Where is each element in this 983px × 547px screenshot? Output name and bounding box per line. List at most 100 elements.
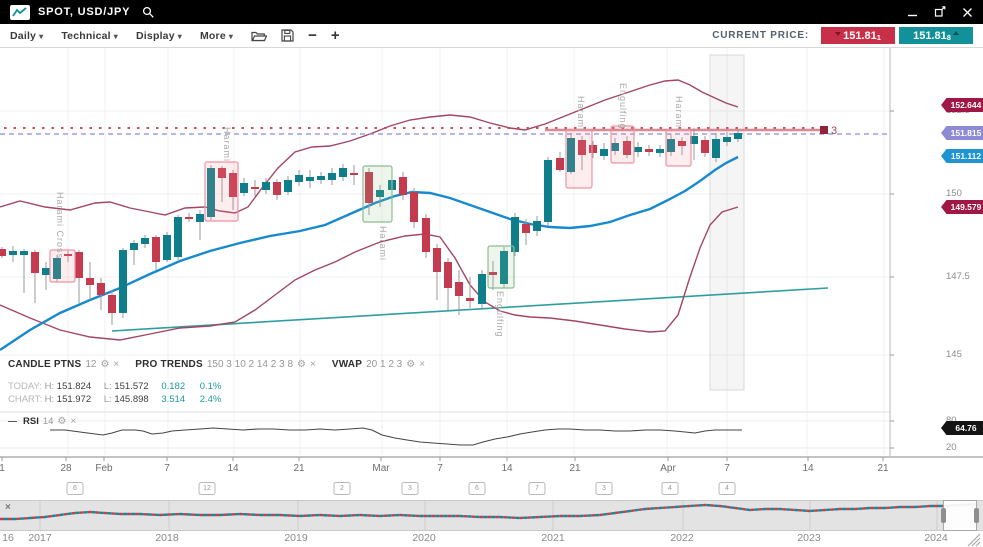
- x-axis-tick: 21: [293, 463, 305, 474]
- price-axis-badge: 149.579: [941, 200, 983, 214]
- indicator-legend: CANDLE PTNS 12 ⚙ × PRO TRENDS 150 3 10 2 14 2…: [8, 359, 425, 370]
- candle-body: [690, 136, 698, 144]
- navigator-year-label: 2021: [541, 532, 565, 544]
- candle-body: [262, 182, 270, 190]
- overlay-lines: [0, 79, 829, 351]
- navigator-close-icon[interactable]: ×: [5, 502, 11, 513]
- candle-body: [712, 139, 720, 158]
- candle-body: [31, 252, 39, 273]
- x-axis-tick: 7: [164, 463, 170, 474]
- current-period-band: [709, 54, 745, 391]
- zoom-out-button[interactable]: −: [308, 27, 317, 44]
- candle-body: [130, 243, 138, 250]
- candle-body: [53, 258, 61, 279]
- calendar-event-icon[interactable]: 6: [66, 482, 84, 495]
- candle-body: [589, 145, 597, 153]
- navigator-series-up: [0, 502, 978, 521]
- pattern-label: Harami: [222, 127, 232, 162]
- candle-body: [229, 173, 237, 197]
- candle-body: [365, 172, 373, 203]
- calendar-event-icon[interactable]: 3: [401, 482, 419, 495]
- candle-body: [444, 262, 452, 288]
- search-icon[interactable]: [142, 6, 155, 19]
- upper-band-line: [0, 79, 739, 216]
- pattern-box: [204, 161, 239, 222]
- menu-technical[interactable]: Technical ▾: [61, 29, 119, 42]
- gear-icon[interactable]: ⚙: [406, 358, 416, 370]
- navigator-year-label: 2017: [28, 532, 52, 544]
- navigator-left-handle[interactable]: [941, 508, 946, 523]
- candle-body: [317, 176, 325, 180]
- gear-icon[interactable]: ⚙: [297, 358, 306, 370]
- toolbar: Daily ▾ Technical ▾ Display ▾ More ▾ − + CUR…: [0, 24, 983, 48]
- calendar-event-icon[interactable]: 7: [528, 482, 546, 495]
- candle-body: [600, 149, 608, 156]
- indicator-name: PRO TRENDS: [135, 359, 203, 370]
- rsi-indicator-chip[interactable]: RSI 14 ⚙ ×: [8, 416, 76, 427]
- candle-body: [556, 158, 564, 170]
- indicator-params: 150 3 10 2 14 2 3 8: [206, 359, 294, 370]
- indicator-chip-pro-trends[interactable]: PRO TRENDS 150 3 10 2 14 2 3 8 ⚙ ×: [135, 359, 316, 370]
- open-folder-icon[interactable]: [251, 30, 268, 42]
- indicator-name: VWAP: [331, 359, 363, 370]
- title-bar: SPOT, USD/JPY: [0, 0, 983, 24]
- close-icon[interactable]: ×: [309, 358, 316, 370]
- rsi-line-sample: [8, 421, 17, 422]
- candle-body: [152, 237, 160, 262]
- minimize-button[interactable]: [907, 7, 918, 18]
- calendar-event-icon[interactable]: 3: [595, 482, 613, 495]
- price-axis-badge: 151.815: [941, 126, 983, 140]
- bid-price-badge: 151.81 1: [821, 27, 895, 44]
- candle-body: [218, 168, 226, 178]
- x-axis-tick: Apr: [660, 463, 676, 474]
- rsi-value-badge: 64.76: [941, 421, 983, 435]
- navigator-right-handle[interactable]: [974, 508, 979, 523]
- menu-timeframe[interactable]: Daily ▾: [10, 29, 44, 42]
- indicator-chip-candle-ptns[interactable]: CANDLE PTNS 12 ⚙ ×: [8, 359, 119, 370]
- lower-band-line: [0, 206, 739, 341]
- close-icon[interactable]: ×: [419, 358, 426, 370]
- calendar-event-icon[interactable]: 6: [468, 482, 486, 495]
- calendar-event-icon[interactable]: 4: [661, 482, 679, 495]
- calendar-event-icon[interactable]: 2: [333, 482, 351, 495]
- zoom-in-button[interactable]: +: [330, 27, 340, 44]
- candle-body: [141, 238, 149, 244]
- price-axis-tick: 145: [946, 349, 962, 360]
- calendar-event-icon[interactable]: 4: [718, 482, 736, 495]
- close-button[interactable]: [962, 7, 973, 18]
- candle-body: [678, 141, 686, 146]
- navigator-selection-window[interactable]: [941, 500, 979, 531]
- candle-body: [295, 175, 303, 182]
- restore-button[interactable]: [934, 6, 946, 18]
- menu-more[interactable]: More ▾: [199, 29, 234, 42]
- x-axis-tick: Feb: [95, 463, 113, 474]
- up-arrow-icon: [952, 30, 959, 35]
- candle-body: [174, 217, 182, 257]
- candles-layer[interactable]: [0, 128, 742, 325]
- indicator-chip-vwap[interactable]: VWAP 20 1 2 3 ⚙ ×: [332, 359, 425, 370]
- menu-display[interactable]: Display ▾: [136, 29, 182, 42]
- save-icon[interactable]: [281, 29, 294, 42]
- close-icon[interactable]: ×: [70, 415, 77, 427]
- candle-body: [533, 221, 541, 231]
- candle-body: [196, 214, 204, 222]
- pattern-box: [49, 249, 76, 283]
- rsi-line: [50, 427, 742, 446]
- pattern-box: [610, 125, 635, 164]
- candle-body: [656, 149, 664, 153]
- price-axis-badge: 151.112: [941, 149, 983, 163]
- candle-body: [500, 251, 508, 284]
- calendar-event-icon[interactable]: 12: [198, 482, 216, 495]
- pattern-label: Engulfing: [618, 83, 628, 130]
- gear-icon[interactable]: ⚙: [57, 415, 67, 427]
- close-icon[interactable]: ×: [113, 358, 120, 370]
- candle-body: [306, 177, 314, 181]
- price-axis-tick: 150: [946, 188, 962, 199]
- x-axis-tick: 7: [724, 463, 730, 474]
- pattern-box: [362, 165, 393, 223]
- candle-body: [645, 149, 653, 152]
- x-axis-tick: 14: [802, 463, 814, 474]
- gear-icon[interactable]: ⚙: [100, 358, 110, 370]
